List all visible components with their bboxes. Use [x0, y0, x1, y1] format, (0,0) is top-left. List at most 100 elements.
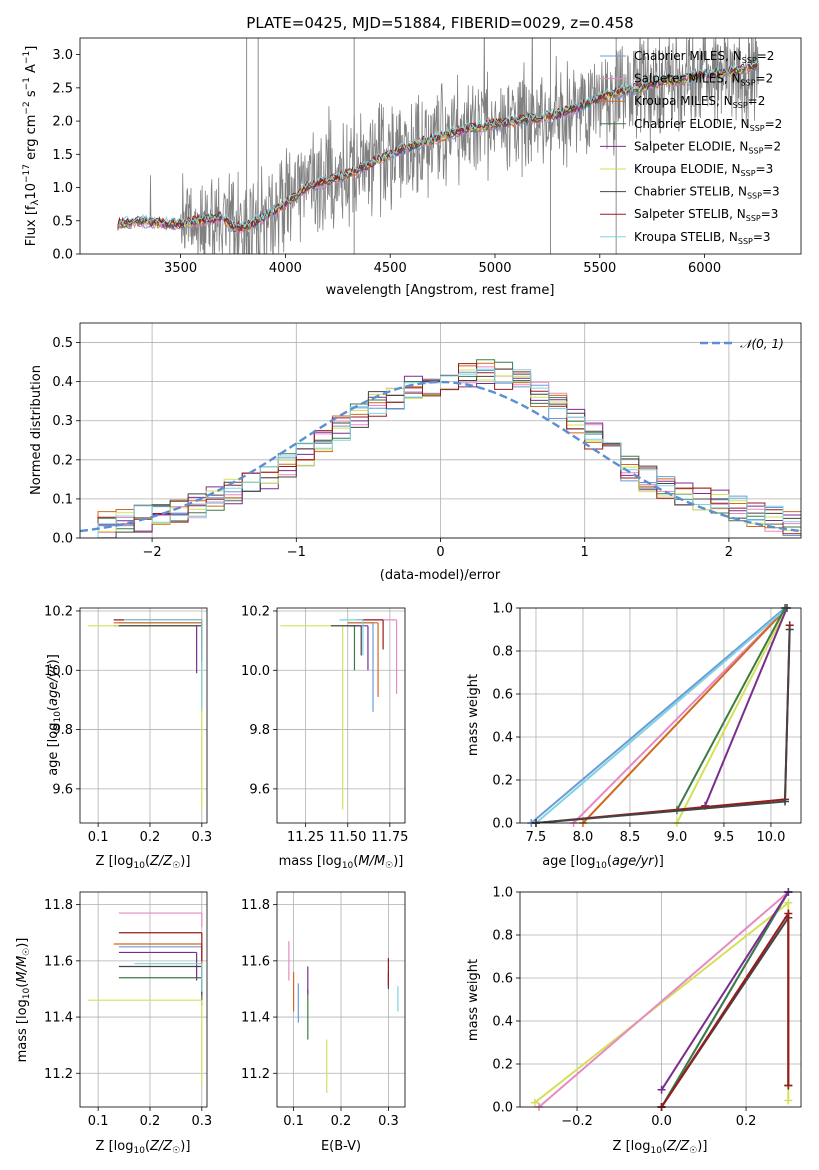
mass-weight-series-chabrier-miles — [527, 604, 790, 827]
legend-entry: Salpeter ELODIE, NSSP=2 — [634, 139, 781, 155]
errorbar-point-salpeter-miles — [129, 619, 203, 635]
y-tick-label: 9.6 — [249, 782, 270, 797]
mass-vs-EBV-axes: 0.1 0.2 0.3 11.2 11.4 11.6 11.8 — [241, 891, 406, 1129]
y-tick-label: 0.2 — [52, 453, 73, 468]
x-tick-label: 5500 — [583, 261, 616, 276]
errorbar-point-kroupa-stelib — [339, 619, 364, 656]
x-tick-label: 8.5 — [620, 830, 641, 845]
spectrum-ylabel: Flux [fλ10−17 erg cm−2 s−1 A−1] — [22, 46, 41, 247]
y-tick-label: 10.2 — [44, 604, 73, 619]
mass-weight-line — [535, 629, 791, 823]
errorbar-point-chabrier-miles — [347, 622, 374, 712]
x-tick-label: 9.5 — [714, 830, 735, 845]
mw-z-ylabel: mass weight — [466, 959, 481, 1041]
x-tick-label: 4500 — [374, 261, 407, 276]
errorbar-point-kroupa-miles — [113, 943, 203, 987]
y-tick-label: 11.4 — [241, 1011, 270, 1026]
y-tick-label: 0.0 — [52, 532, 73, 547]
mass-weight-line — [582, 608, 788, 823]
x-tick-label: 0.3 — [191, 1114, 212, 1129]
y-tick-label: 0.0 — [492, 1101, 513, 1116]
y-tick-label: 0.6 — [492, 688, 513, 703]
y-tick-label: 1.5 — [52, 148, 73, 163]
x-tick-label: 6000 — [688, 261, 721, 276]
axes-frame — [519, 607, 802, 824]
x-tick-label: 0.2 — [736, 1114, 757, 1129]
x-tick-label: 7.5 — [526, 830, 547, 845]
axes-frame — [79, 322, 802, 539]
x-tick-label: 0.2 — [140, 1114, 161, 1129]
mass-weight-marker — [530, 1098, 539, 1107]
errorbar-point-salpeter-miles — [118, 912, 203, 928]
x-tick-label: 0.1 — [88, 1114, 109, 1129]
mass-vs-EBV-grid — [277, 892, 405, 1107]
residuals-ylabel: Normed distribution — [29, 365, 44, 495]
mass-ylabel: mass [log10(M/M☉)] — [15, 938, 32, 1063]
x-tick-label: 0.3 — [378, 1114, 399, 1129]
mass-weight-marker — [784, 1081, 793, 1090]
figure-title: PLATE=0425, MJD=51884, FIBERID=0029, z=0… — [246, 14, 633, 32]
age-z-xlabel: Z [log10(Z/Z☉)] — [96, 854, 191, 871]
legend-entry: Chabrier ELODIE, NSSP=2 — [634, 117, 782, 133]
model-line-kroupa-stelib — [117, 59, 759, 228]
x-tick-label: 1 — [581, 545, 589, 560]
x-tick-label: 0.2 — [331, 1114, 352, 1129]
mass-weight-line — [660, 910, 790, 1107]
mass-weight-vs-age-axes: 7.5 8.0 8.5 9.0 9.5 10.0 0.0 0.2 0.4 0.6 0.8 1.0 — [492, 602, 802, 845]
y-tick-label: 0.6 — [492, 972, 513, 987]
mass-weight-line — [676, 608, 788, 823]
mass-weight-line — [660, 892, 790, 1107]
mass-vs-Z-grid — [80, 892, 207, 1107]
mass-weight-marker — [784, 1096, 793, 1105]
x-tick-label: 4000 — [269, 261, 302, 276]
mass-weight-line — [538, 892, 789, 1107]
y-tick-label: 9.6 — [52, 782, 73, 797]
age-mass-xlabel: mass [log10(M/M☉)] — [279, 854, 404, 871]
mass-weight-series-kroupa-stelib — [531, 604, 791, 827]
x-tick-label: 0.2 — [140, 830, 161, 845]
mw-age-xlabel: age [log10(age/yr)] — [542, 854, 664, 871]
mass-weight-series-kroupa-elodie — [672, 604, 791, 827]
y-tick-label: 1.0 — [492, 602, 513, 617]
y-tick-label: 0.4 — [492, 731, 513, 746]
mass-weight-line — [704, 608, 788, 807]
y-tick-label: 10.0 — [44, 664, 73, 679]
x-tick-label: 8.0 — [573, 830, 594, 845]
mass-vs-Z-axes: 0.1 0.2 0.3 11.2 11.4 11.6 11.8 — [44, 891, 212, 1129]
legend-entry: Kroupa ELODIE, NSSP=3 — [634, 162, 773, 178]
errorbar-point-kroupa-miles — [113, 622, 203, 697]
spectrum-legend: Chabrier MILES, NSSP=2 Salpeter MILES, NS… — [600, 49, 782, 246]
age-vs-mass-grid — [277, 608, 405, 823]
mass-z-xlabel: Z [log10(Z/Z☉)] — [96, 1139, 191, 1156]
errorbar-point-kroupa-elodie — [87, 625, 203, 810]
y-tick-label: 0.4 — [52, 375, 73, 390]
mass-weight-series-salpeter-elodie — [701, 604, 791, 810]
y-tick-label: 10.0 — [241, 664, 270, 679]
residual-legend-label: 𝒩(0, 1) — [740, 337, 784, 351]
mass-weight-line — [572, 608, 788, 823]
x-tick-label: 2 — [725, 545, 733, 560]
mass-weight-vs-Z-grid — [520, 891, 801, 1108]
y-tick-label: 0.5 — [52, 336, 73, 351]
y-tick-label: 9.8 — [249, 723, 270, 738]
y-tick-label: 11.4 — [44, 1011, 73, 1026]
errorbar-point-chabrier-stelib — [118, 965, 203, 995]
y-tick-label: 10.2 — [241, 604, 270, 619]
axes-frame — [276, 891, 406, 1108]
errorbar-point-chabrier-stelib — [330, 625, 362, 656]
y-tick-label: 0.1 — [52, 492, 73, 507]
y-tick-label: 11.8 — [241, 898, 270, 913]
y-tick-label: 0.3 — [52, 414, 73, 429]
x-tick-label: 5000 — [478, 261, 511, 276]
legend-entry: Salpeter STELIB, NSSP=3 — [634, 207, 778, 223]
y-tick-label: 11.6 — [241, 954, 270, 969]
legend-entry: Salpeter MILES, NSSP=2 — [634, 72, 773, 88]
mass-ebv-xlabel: E(B-V) — [321, 1139, 361, 1154]
mass-weight-line — [535, 625, 791, 823]
errorbar-point-salpeter-miles — [364, 619, 398, 694]
y-tick-label: 11.2 — [241, 1067, 270, 1082]
age-vs-Z-grid — [80, 608, 207, 823]
axes-frame — [79, 891, 208, 1108]
x-tick-label: 0 — [436, 545, 444, 560]
